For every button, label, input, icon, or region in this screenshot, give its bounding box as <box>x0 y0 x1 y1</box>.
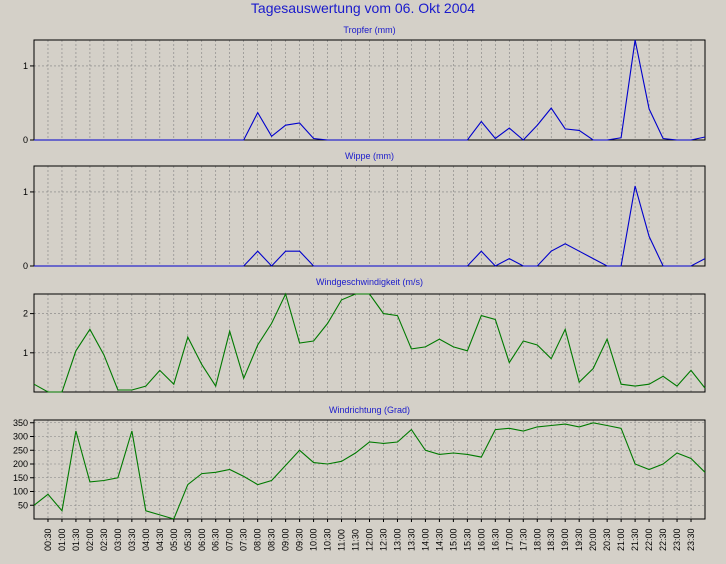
y-tick-label: 2 <box>23 309 28 319</box>
x-tick-label: 12:00 <box>365 528 375 551</box>
x-tick-label: 10:30 <box>323 528 333 551</box>
panel-title: Windgeschwindigkeit (m/s) <box>316 277 423 287</box>
x-tick-label: 08:30 <box>267 528 277 551</box>
x-axis: 00:30 01:00 01:30 02:00 02:30 03:00 03:30 04:00… <box>43 519 696 551</box>
x-tick-label: 11:30 <box>351 529 361 551</box>
x-tick-label: 03:00 <box>113 528 123 551</box>
series-line <box>34 185 706 267</box>
x-tick-label: 09:30 <box>295 528 305 551</box>
x-tick-label: 00:30 <box>43 528 53 551</box>
x-tick-label: 20:30 <box>602 528 612 551</box>
x-tick-label: 16:30 <box>490 528 500 551</box>
x-tick-label: 05:00 <box>169 528 179 551</box>
panel-title: Tropfer (mm) <box>343 25 395 35</box>
x-tick-label: 07:30 <box>239 528 249 551</box>
x-tick-label: 21:30 <box>630 528 640 551</box>
chart-title: Tagesauswertung vom 06. Okt 2004 <box>250 0 476 16</box>
x-tick-label: 22:30 <box>658 528 668 551</box>
x-tick-label: 03:30 <box>127 528 137 551</box>
series-line <box>33 292 706 393</box>
x-tick-label: 11:00 <box>337 529 347 551</box>
x-tick-label: 02:30 <box>99 528 109 551</box>
y-tick-label: 250 <box>13 445 28 455</box>
y-tick-label: 0 <box>23 135 28 145</box>
y-tick-label: 300 <box>13 432 28 442</box>
panel-3: Windgeschwindigkeit (m/s) 1 2 <box>23 277 706 393</box>
y-tick-label: 1 <box>23 187 28 197</box>
x-tick-label: 23:00 <box>672 528 682 551</box>
x-tick-label: 18:00 <box>532 528 542 551</box>
x-tick-label: 04:00 <box>141 528 151 551</box>
x-tick-label: 05:30 <box>183 528 193 551</box>
x-tick-label: 16:00 <box>476 528 486 551</box>
x-tick-label: 19:00 <box>560 528 570 551</box>
x-tick-label: 19:30 <box>574 528 584 551</box>
x-tick-label: 17:30 <box>518 528 528 551</box>
x-tick-label: 02:00 <box>85 528 95 551</box>
x-tick-label: 10:00 <box>309 528 319 551</box>
x-tick-label: 15:30 <box>462 528 472 551</box>
x-tick-label: 23:30 <box>686 528 696 551</box>
panel-1: Tropfer (mm) 0 1 <box>23 25 706 145</box>
x-tick-label: 14:00 <box>420 528 430 551</box>
panel-title: Windrichtung (Grad) <box>329 405 410 415</box>
y-tick-label: 100 <box>13 487 28 497</box>
x-tick-label: 06:30 <box>211 528 221 551</box>
panel-4: Windrichtung (Grad) 50 100 150 200 250 300 350 <box>13 405 706 520</box>
x-tick-label: 12:30 <box>378 528 388 551</box>
y-tick-label: 1 <box>23 348 28 358</box>
x-tick-label: 15:00 <box>448 528 458 551</box>
x-tick-label: 08:00 <box>253 528 263 551</box>
x-tick-label: 18:30 <box>546 528 556 551</box>
panel-2: Wippe (mm) 0 1 <box>23 151 706 271</box>
y-tick-label: 1 <box>23 61 28 71</box>
series-line <box>34 39 706 141</box>
x-tick-label: 20:00 <box>588 528 598 551</box>
x-tick-label: 21:00 <box>616 528 626 551</box>
x-tick-label: 17:00 <box>504 528 514 551</box>
x-tick-label: 14:30 <box>434 528 444 551</box>
panel-title: Wippe (mm) <box>345 151 394 161</box>
series-line <box>33 422 706 520</box>
x-tick-label: 09:00 <box>281 528 291 551</box>
y-tick-label: 150 <box>13 473 28 483</box>
x-tick-label: 07:00 <box>225 528 235 551</box>
x-tick-label: 01:00 <box>57 528 67 551</box>
y-tick-label: 50 <box>18 500 28 510</box>
x-tick-label: 13:00 <box>392 528 402 551</box>
x-tick-label: 01:30 <box>71 528 81 551</box>
y-tick-label: 350 <box>13 418 28 428</box>
x-tick-label: 04:30 <box>155 528 165 551</box>
x-tick-label: 22:00 <box>644 528 654 551</box>
y-tick-label: 0 <box>23 261 28 271</box>
x-tick-label: 13:30 <box>406 528 416 551</box>
x-tick-label: 06:00 <box>197 528 207 551</box>
y-tick-label: 200 <box>13 459 28 469</box>
